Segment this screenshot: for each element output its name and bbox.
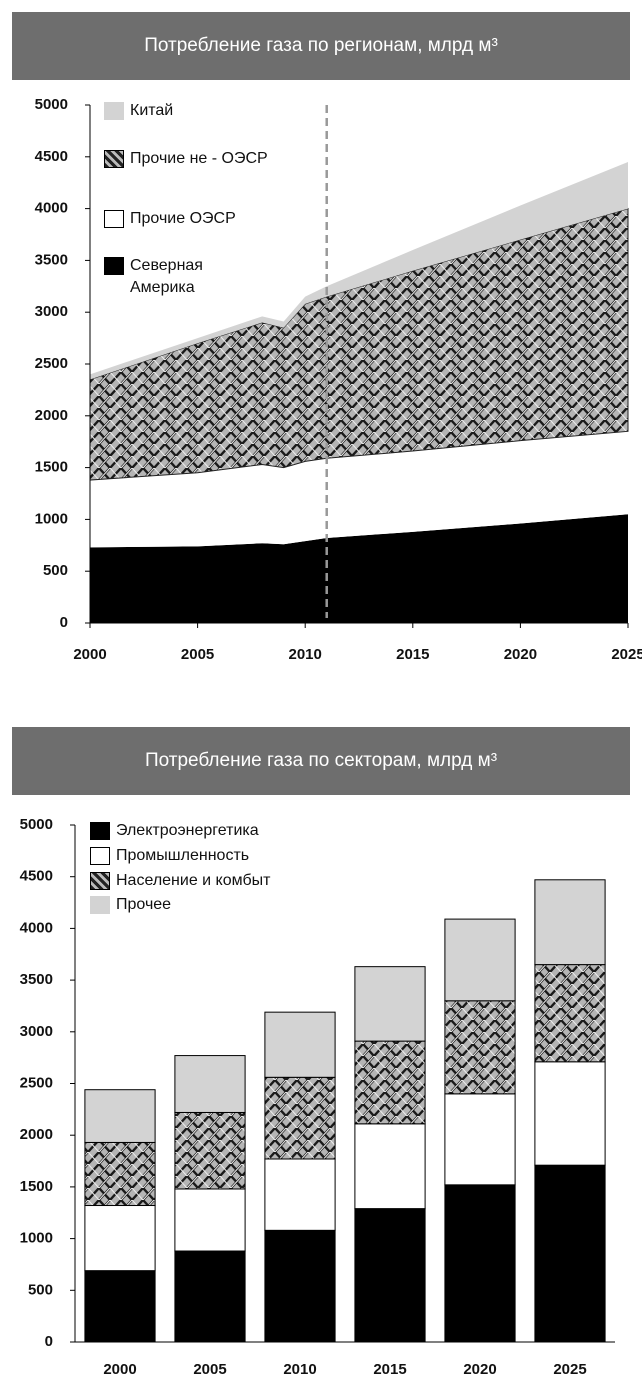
legend-label: Китай	[130, 102, 174, 119]
bar-segment	[354, 966, 426, 1042]
chart-title: Потребление газа по секторам, млрд м³	[12, 727, 630, 795]
bar-segment	[444, 918, 516, 1002]
y-tick-label: 5000	[35, 96, 68, 113]
legend-item: Прочие ОЭСР	[104, 208, 284, 230]
y-tick-label: 1500	[35, 459, 68, 476]
x-tick-label: 2020	[463, 1361, 496, 1378]
bar-segment	[354, 1040, 426, 1125]
y-tick-label: 2500	[20, 1074, 53, 1091]
bar-segment	[264, 1158, 336, 1231]
bar-segment	[174, 1188, 246, 1252]
x-tick-label: 2005	[193, 1361, 226, 1378]
legend-label: Электроэнергетика	[116, 822, 259, 839]
x-tick-label: 2015	[396, 646, 429, 663]
legend-label: Прочие ОЭСР	[130, 210, 236, 227]
x-tick-label: 2000	[73, 646, 106, 663]
x-tick-label: 2010	[289, 646, 322, 663]
bar-segment	[534, 1061, 606, 1166]
y-tick-label: 0	[45, 1333, 53, 1350]
legend-label: Промышленность	[116, 847, 250, 864]
area	[90, 514, 628, 623]
y-tick-label: 5000	[20, 816, 53, 833]
bar-segment	[264, 1229, 336, 1343]
x-tick-label: 2025	[611, 646, 642, 663]
area	[90, 161, 628, 380]
bar-segment	[264, 1076, 336, 1160]
legend-swatch	[90, 872, 110, 890]
bar-segment	[534, 964, 606, 1063]
bar-segment	[174, 1250, 246, 1343]
y-tick-label: 3500	[35, 251, 68, 268]
x-tick-label: 2015	[373, 1361, 406, 1378]
legend-swatch	[90, 847, 110, 865]
y-tick-label: 2500	[35, 355, 68, 372]
legend-swatch	[104, 150, 124, 168]
legend-item: Население и комбыт	[90, 870, 350, 892]
x-tick-label: 2010	[283, 1361, 316, 1378]
y-tick-label: 4000	[20, 919, 53, 936]
y-tick-label: 1500	[20, 1178, 53, 1195]
chart-title: Потребление газа по регионам, млрд м³	[12, 12, 630, 80]
x-tick-label: 2000	[103, 1361, 136, 1378]
bar-segment	[444, 1000, 516, 1095]
bar-segment	[444, 1184, 516, 1343]
y-tick-label: 500	[28, 1281, 53, 1298]
bar-segment	[534, 879, 606, 966]
y-tick-label: 3000	[20, 1023, 53, 1040]
x-tick-label: 2025	[553, 1361, 586, 1378]
y-tick-label: 4500	[20, 868, 53, 885]
legend-label: Прочее	[116, 896, 172, 913]
bar-segment	[174, 1111, 246, 1190]
legend-item: Китай	[104, 100, 284, 122]
y-tick-label: 2000	[35, 407, 68, 424]
bar-segment	[534, 1164, 606, 1343]
bar-segment	[354, 1123, 426, 1210]
bar-segment	[84, 1205, 156, 1272]
area	[90, 431, 628, 548]
legend-swatch	[104, 102, 124, 120]
y-tick-label: 4500	[35, 148, 68, 165]
y-tick-label: 1000	[35, 510, 68, 527]
bar-segment	[84, 1270, 156, 1343]
legend-swatch	[104, 210, 124, 228]
legend-swatch	[90, 896, 110, 914]
legend-label: Северная Америка	[130, 257, 203, 296]
y-tick-label: 2000	[20, 1126, 53, 1143]
y-tick-label: 1000	[20, 1230, 53, 1247]
legend-item: Северная Америка	[104, 255, 234, 299]
y-tick-label: 3500	[20, 971, 53, 988]
legend-swatch	[104, 257, 124, 275]
x-tick-label: 2005	[181, 646, 214, 663]
legend-label: Население и комбыт	[116, 872, 271, 889]
legend-swatch	[90, 822, 110, 840]
y-tick-label: 3000	[35, 303, 68, 320]
y-tick-label: 0	[60, 614, 68, 631]
y-tick-label: 500	[43, 562, 68, 579]
bar-segment	[354, 1208, 426, 1343]
bar-segment	[84, 1141, 156, 1207]
legend-label: Прочие не - ОЭСР	[130, 150, 268, 167]
legend-item: Прочее	[90, 894, 350, 916]
bar-segment	[264, 1011, 336, 1078]
y-tick-label: 4000	[35, 200, 68, 217]
bar-segment	[444, 1093, 516, 1186]
bar-segment	[84, 1089, 156, 1143]
bar-segment	[174, 1055, 246, 1113]
legend-item: Электроэнергетика	[90, 820, 350, 842]
legend-item: Прочие не - ОЭСР	[104, 148, 284, 170]
x-tick-label: 2020	[504, 646, 537, 663]
legend-item: Промышленность	[90, 845, 350, 867]
